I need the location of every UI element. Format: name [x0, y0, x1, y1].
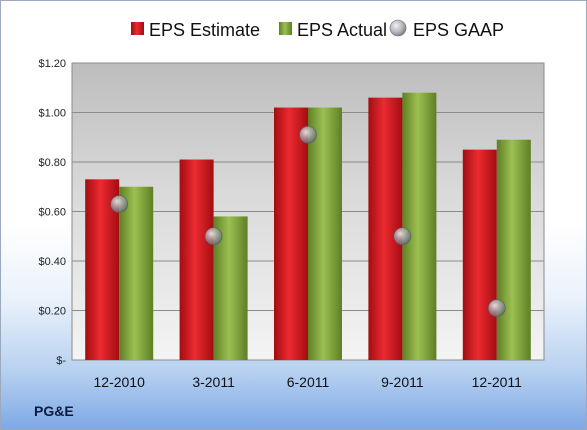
- eps-gaap-marker: [393, 227, 412, 246]
- legend-label-eps-estimate: EPS Estimate: [149, 20, 260, 40]
- y-tick-label: $1.20: [38, 58, 66, 70]
- legend-swatch-eps-gaap: [389, 19, 407, 37]
- y-tick-label: $0.20: [38, 306, 66, 318]
- x-tick-label: 6-2011: [287, 374, 330, 390]
- legend-label-eps-actual: EPS Actual: [297, 20, 387, 40]
- eps-actual-bar: [402, 92, 437, 360]
- y-tick-label: $1.00: [38, 108, 66, 120]
- legend-label-eps-gaap: EPS GAAP: [413, 20, 504, 40]
- x-tick-label: 9-2011: [381, 374, 424, 390]
- eps-actual-bar: [496, 139, 531, 360]
- x-axis-ticks: 12-2010 3-2011 6-2011 9-2011 12-2011: [94, 374, 523, 390]
- y-tick-label: $0.80: [38, 157, 66, 169]
- eps-estimate-bar: [368, 97, 403, 361]
- y-axis-ticks: $- $0.20 $0.40 $0.60 $0.80 $1.00 $1.20: [38, 58, 66, 367]
- x-tick-label: 12-2011: [472, 374, 523, 390]
- legend: EPS Estimate EPS Actual EPS GAAP: [131, 19, 504, 40]
- y-tick-label: $-: [56, 355, 66, 367]
- x-tick-label: 3-2011: [192, 374, 235, 390]
- y-tick-label: $0.60: [38, 207, 66, 219]
- eps-estimate-bar: [179, 159, 214, 360]
- eps-gaap-marker: [299, 125, 317, 144]
- gaap-markers: [110, 125, 506, 317]
- eps-actual-bar: [308, 107, 342, 360]
- company-label: PG&E: [34, 403, 74, 419]
- legend-swatch-eps-actual: [279, 22, 292, 35]
- legend-swatch-eps-estimate: [131, 22, 144, 35]
- eps-gaap-marker: [487, 299, 506, 317]
- eps-estimate-bar: [274, 107, 308, 360]
- x-tick-label: 12-2010: [94, 374, 146, 390]
- y-tick-label: $0.40: [38, 256, 66, 268]
- eps-gaap-marker: [204, 227, 223, 246]
- eps-actual-bar: [119, 186, 154, 360]
- eps-gaap-marker: [110, 195, 128, 213]
- eps-estimate-bar: [462, 149, 497, 360]
